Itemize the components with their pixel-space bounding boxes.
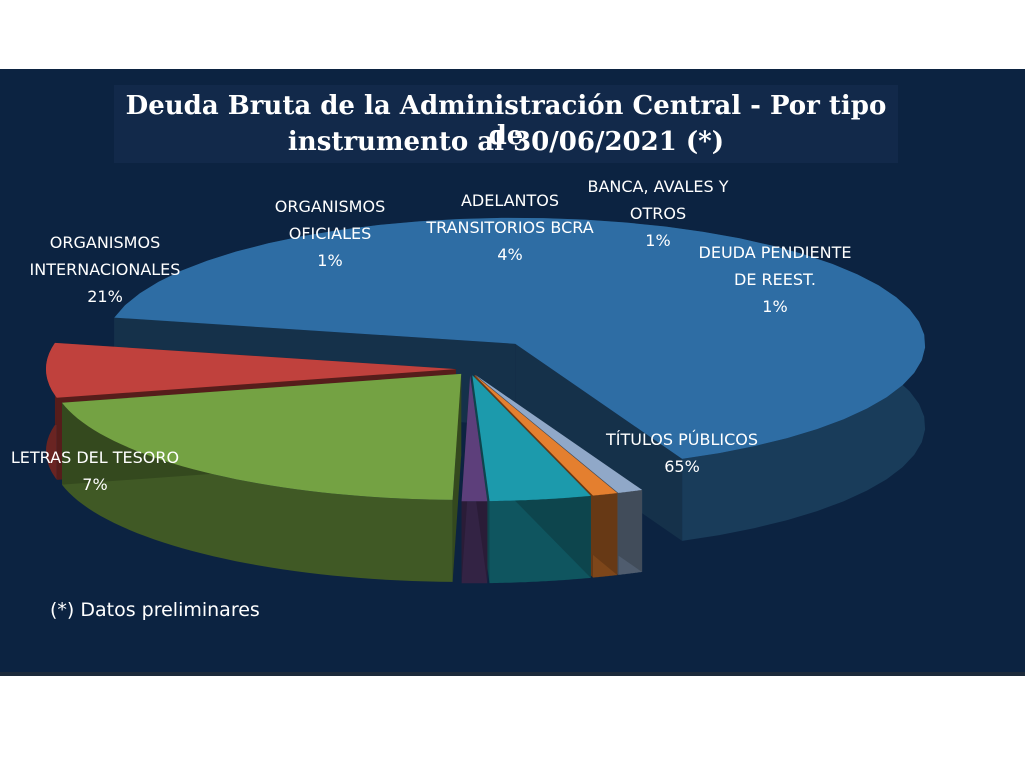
slice-top-0 — [114, 217, 926, 459]
label-deuda-pendiente: DEUDA PENDIENTE DE REEST. 1% — [698, 243, 852, 316]
label-titulos-publicos: TÍTULOS PÚBLICOS 65% — [605, 430, 759, 476]
chart-subtitle: instrumento al 30/06/2021 (*) — [287, 127, 725, 157]
label-adelantos-transitorios: ADELANTOS TRANSITORIOS BCRA 4% — [426, 191, 594, 264]
slice-top-2 — [62, 373, 462, 500]
pie-chart — [46, 217, 926, 584]
panel-bottom-edge — [0, 672, 1025, 676]
chart-panel: Deuda Bruta de la Administración Central… — [0, 69, 1025, 675]
slice-top-4 — [472, 375, 591, 502]
slice-top-6 — [475, 374, 643, 493]
footnote: (*) Datos preliminares — [50, 599, 260, 621]
slice-top-5 — [474, 374, 618, 496]
label-banca-avales: BANCA, AVALES Y OTROS 1% — [587, 177, 729, 250]
slice-top-1 — [46, 342, 457, 398]
slice-top-3 — [461, 375, 488, 502]
slice-side-2 — [62, 402, 453, 582]
label-organismos-oficiales: ORGANISMOS OFICIALES 1% — [274, 197, 386, 270]
label-letras-del-tesoro: LETRAS DEL TESORO 7% — [10, 448, 180, 494]
label-organismos-internacionales: ORGANISMOS INTERNACIONALES 21% — [29, 233, 181, 306]
chart-title: Deuda Bruta de la Administración Central… — [125, 91, 887, 151]
slice-face-2-1 — [452, 373, 462, 582]
chart-title-box: Deuda Bruta de la Administración Central… — [114, 85, 898, 163]
